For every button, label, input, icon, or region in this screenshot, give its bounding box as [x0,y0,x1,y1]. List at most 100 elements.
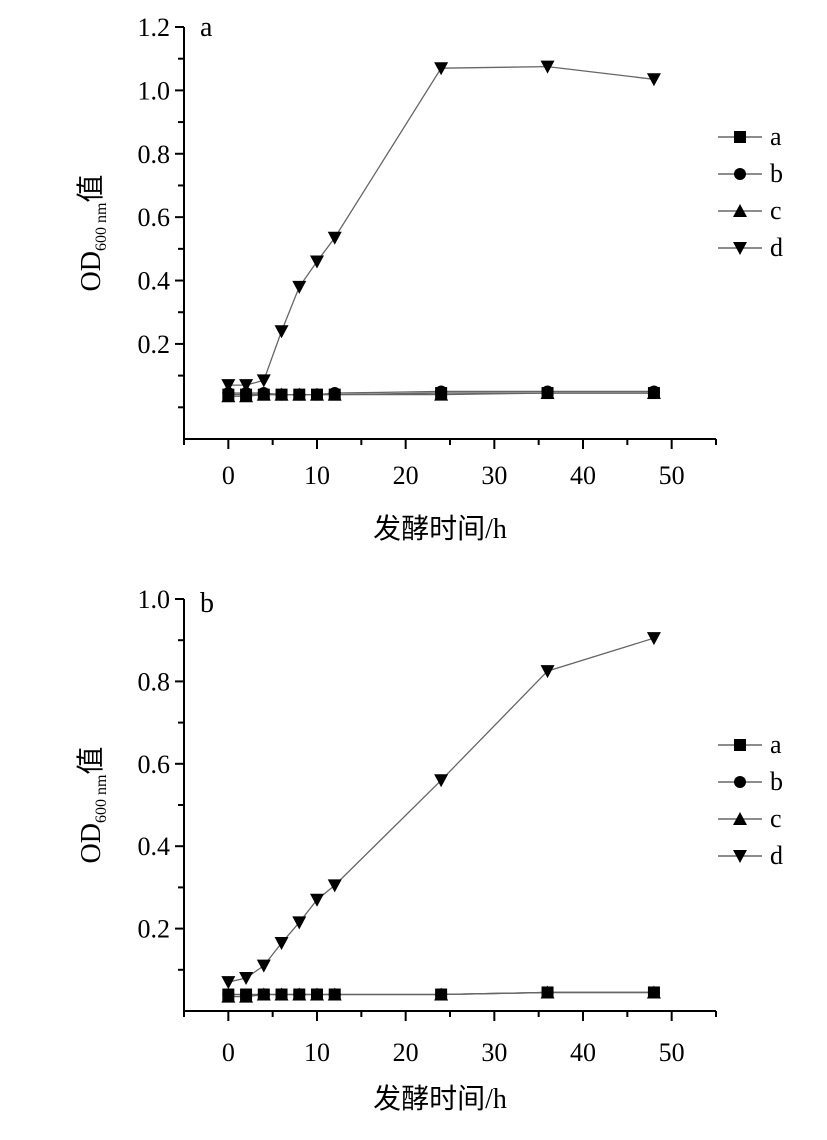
y-tick-label: 0.2 [138,330,171,359]
legend-item-a: a [718,122,782,151]
legend-item-a: a [718,730,782,759]
series-d [221,60,661,393]
data-point-c [239,989,254,1003]
y-tick-label: 0.2 [138,915,171,944]
legend-item-b: b [718,767,783,796]
x-axis-title: 发酵时间/h [373,1083,507,1115]
y-tick-label: 0.6 [138,203,171,232]
y-axis-title: OD600 nm值 [75,747,110,864]
legend-marker-c [733,204,747,217]
legend-marker-d [733,242,747,255]
series-c [221,386,661,403]
x-axis-title: 发酵时间/h [373,513,507,545]
y-tick-label: 0.8 [138,667,171,696]
legend-label: c [770,804,782,833]
legend-marker-a [734,131,746,143]
y-tick-label: 1.0 [138,76,171,105]
legend-marker-d [733,850,747,863]
data-point-c [646,985,661,999]
data-point-d [239,972,254,986]
x-tick-label: 0 [222,1038,235,1067]
series-line-d [228,65,655,386]
x-tick-label: 30 [481,1038,507,1067]
data-point-d [327,231,342,245]
x-tick-label: 20 [393,461,419,490]
legend-item-d: d [718,841,783,870]
data-point-c [239,389,254,403]
data-point-c [221,389,236,403]
x-tick-label: 40 [570,461,596,490]
series-line-c [228,991,654,998]
legend-marker-b [734,776,746,788]
data-point-d [310,255,324,269]
data-point-c [646,386,661,400]
series-line-d [228,637,655,983]
data-point-d [434,774,449,788]
chart-panel-b: 0 10 20 30 40 50 0.2 0.4 0.6 0.8 1.0 b 发酵时间/h OD600 n… [75,585,783,1115]
panel-label: a [200,12,213,43]
data-point-d [239,379,254,393]
legend-label: d [770,233,783,262]
legend-label: a [770,122,782,151]
data-point-d [310,893,324,907]
data-point-c [221,989,236,1003]
data-point-d [292,280,307,294]
panel-label: b [200,588,214,619]
data-point-c [540,985,555,999]
data-point-d [646,73,661,87]
data-point-d [274,325,289,339]
legend-item-d: d [718,233,783,262]
legend-marker-b [734,168,746,180]
legend-item-c: c [718,804,782,833]
y-tick-label: 1.0 [138,585,171,614]
legend-item-b: b [718,159,783,188]
data-point-c [292,987,307,1001]
data-point-c [434,387,449,401]
data-point-d [274,937,289,951]
x-tick-label: 50 [659,1038,685,1067]
x-tick-label: 0 [222,461,235,490]
data-point-d [434,62,449,76]
chart-panel-a: 0 10 20 30 40 50 0.2 0.4 0.6 0.8 1.0 1.2 a 发酵时间/h OD60… [75,12,783,545]
data-point-d [646,632,661,646]
legend-label: b [770,767,783,796]
legend-label: c [770,196,782,225]
data-point-c [327,987,342,1001]
legend-marker-a [734,739,746,751]
data-point-c [310,387,324,401]
x-tick-label: 40 [570,1038,596,1067]
data-point-c [310,987,324,1001]
y-tick-label: 1.2 [138,13,171,42]
data-point-c [327,387,342,401]
data-point-c [274,387,289,401]
legend-marker-c [733,812,747,825]
y-axis-title: OD600 nm值 [75,175,110,292]
y-tick-label: 0.4 [138,832,171,861]
data-point-c [256,387,271,401]
data-point-d [256,374,271,388]
data-point-d [327,879,342,893]
y-tick-label: 0.4 [138,267,171,296]
data-point-c [540,386,555,400]
data-point-c [434,987,449,1001]
x-tick-label: 30 [481,461,507,490]
data-point-d [540,60,555,74]
legend-label: b [770,159,783,188]
data-point-d [292,916,307,930]
legend-item-c: c [718,196,782,225]
x-tick-label: 20 [393,1038,419,1067]
data-point-c [292,387,307,401]
x-tick-label: 10 [304,461,330,490]
legend-label: a [770,730,782,759]
legend-label: d [770,841,783,870]
data-point-d [256,959,271,973]
data-point-d [540,665,555,679]
y-tick-label: 0.6 [138,750,171,779]
data-point-c [274,987,289,1001]
data-point-d [221,976,236,990]
x-tick-label: 10 [304,1038,330,1067]
data-point-d [221,379,236,393]
